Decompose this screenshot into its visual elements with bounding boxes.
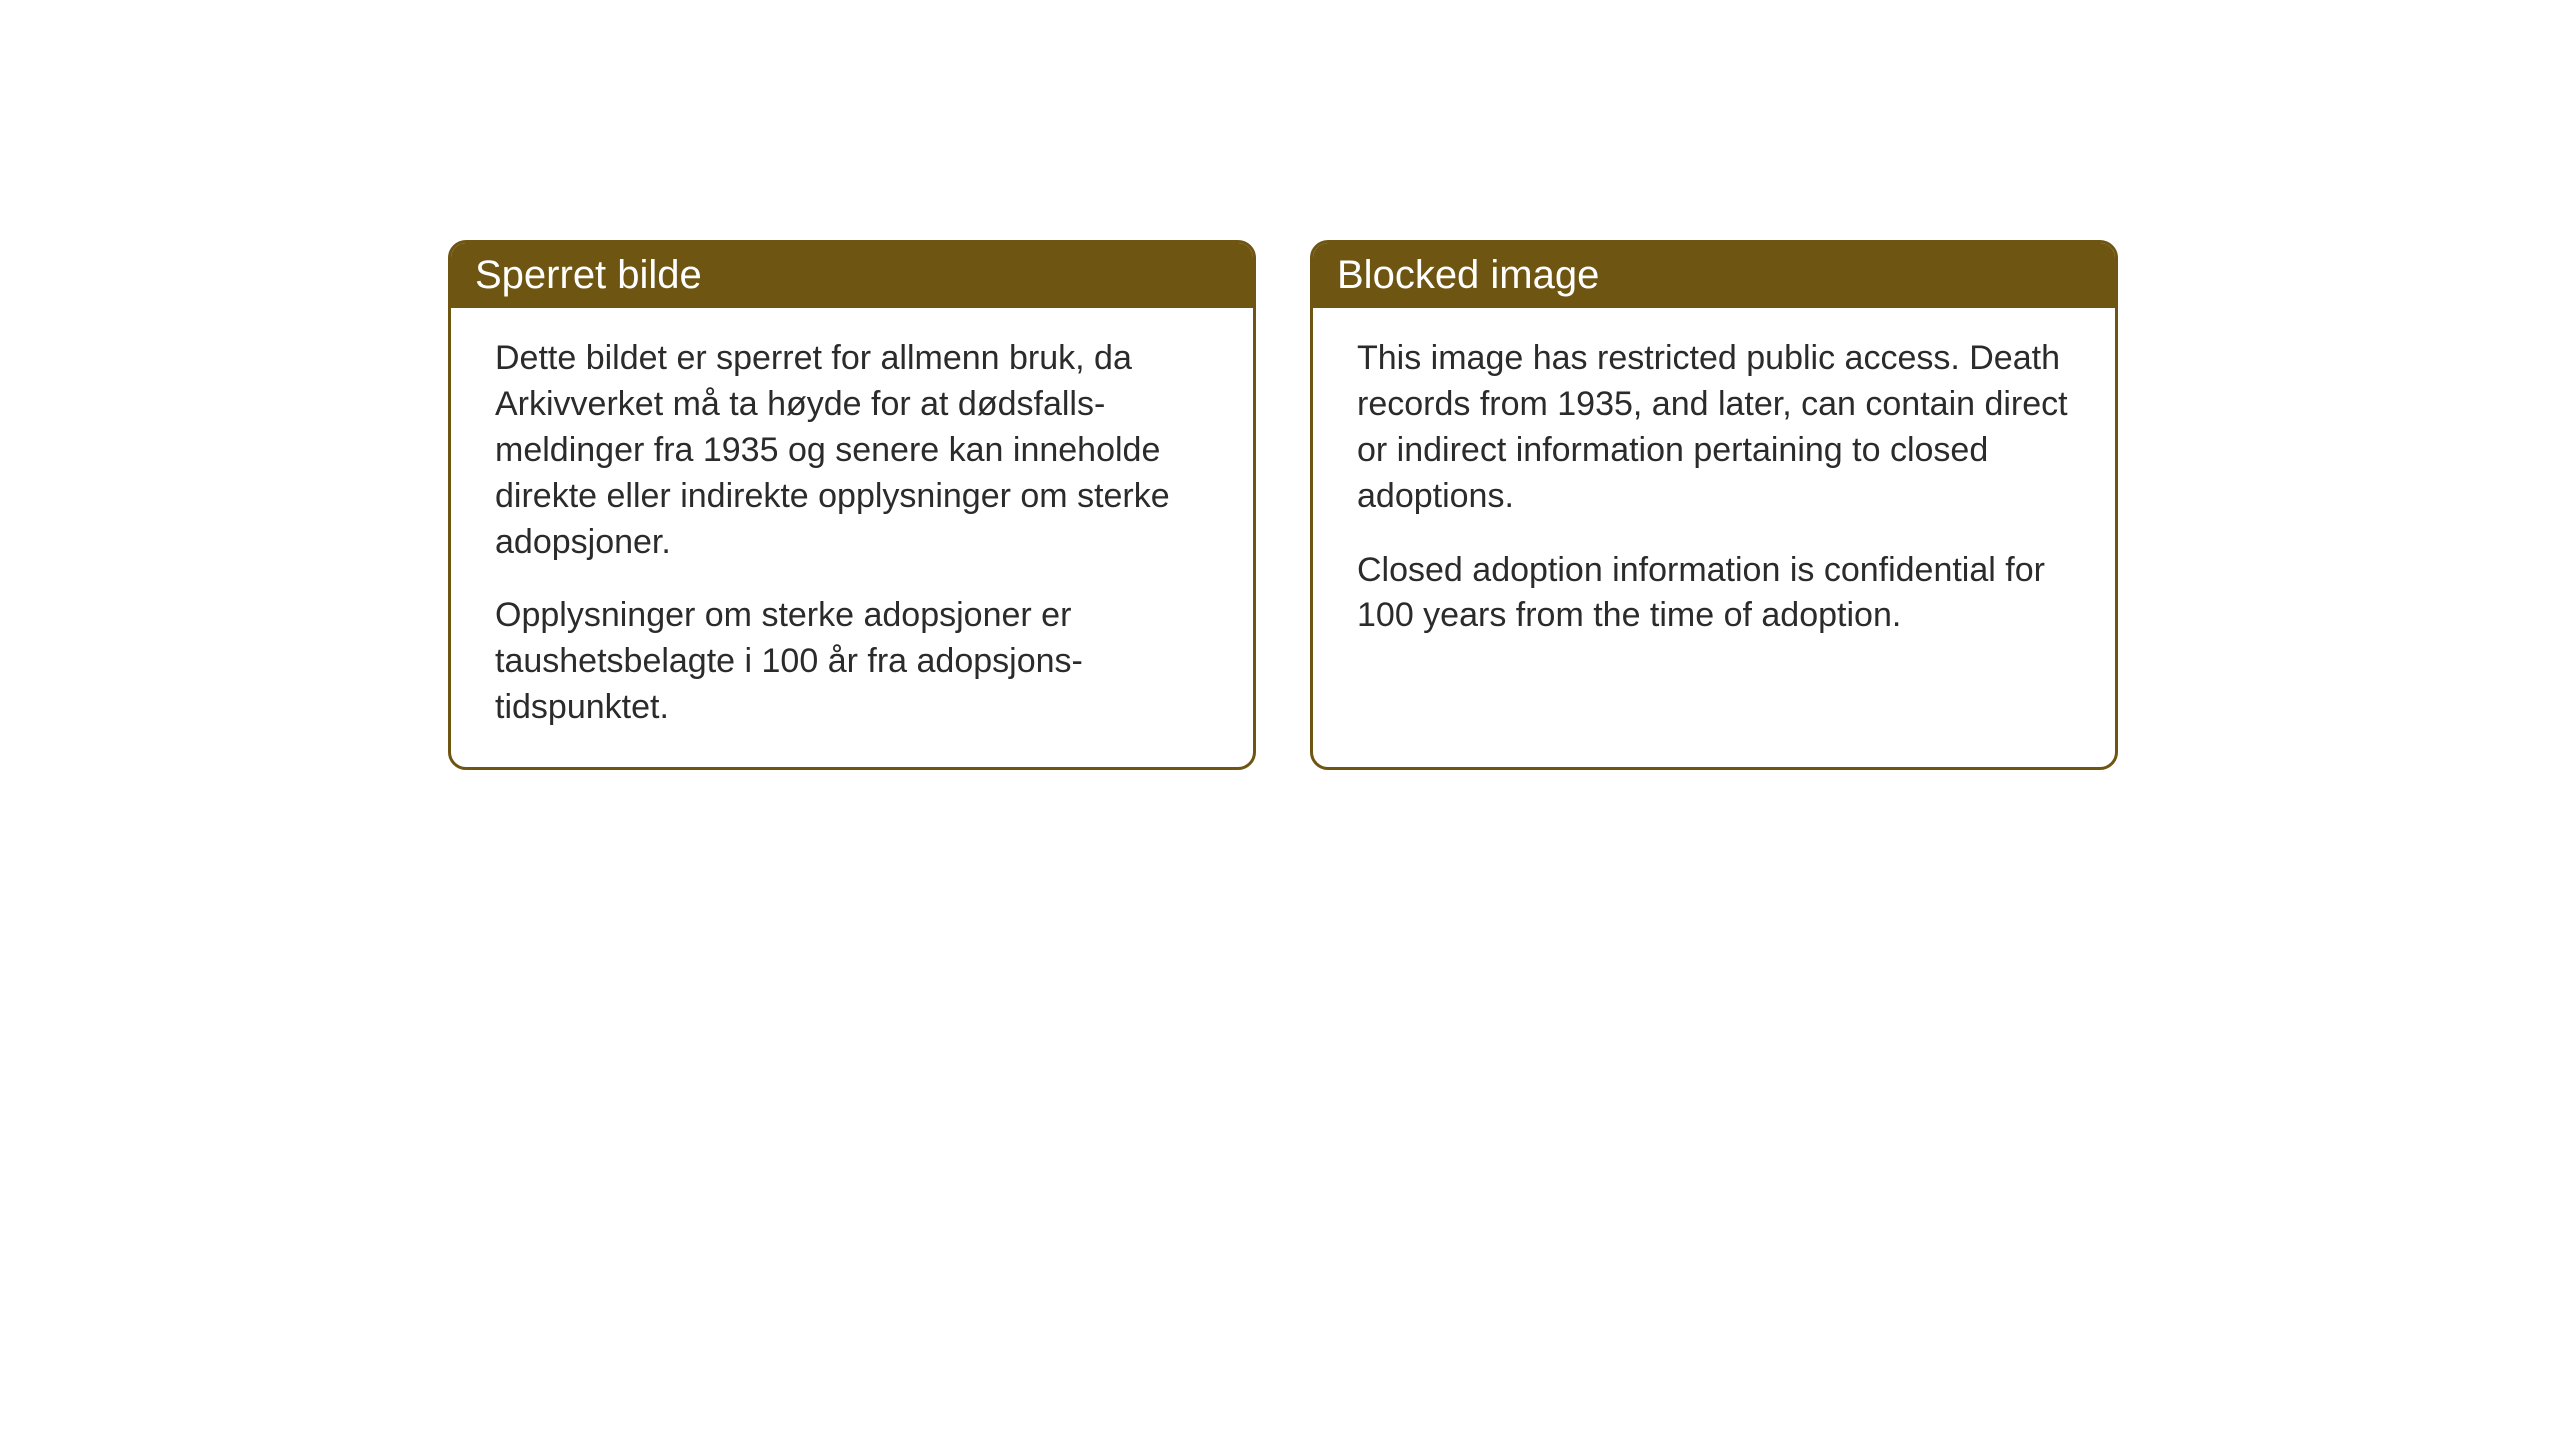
card-paragraph: Opplysninger om sterke adopsjoner er tau… <box>495 593 1209 731</box>
card-header-norwegian: Sperret bilde <box>451 243 1253 308</box>
card-paragraph: Dette bildet er sperret for allmenn bruk… <box>495 336 1209 565</box>
card-body-english: This image has restricted public access.… <box>1313 308 2115 728</box>
card-header-english: Blocked image <box>1313 243 2115 308</box>
card-paragraph: This image has restricted public access.… <box>1357 336 2071 520</box>
card-title: Sperret bilde <box>475 253 702 297</box>
card-body-norwegian: Dette bildet er sperret for allmenn bruk… <box>451 308 1253 767</box>
cards-container: Sperret bilde Dette bildet er sperret fo… <box>448 240 2118 770</box>
card-norwegian: Sperret bilde Dette bildet er sperret fo… <box>448 240 1256 770</box>
card-title: Blocked image <box>1337 253 1599 297</box>
card-english: Blocked image This image has restricted … <box>1310 240 2118 770</box>
card-paragraph: Closed adoption information is confident… <box>1357 548 2071 640</box>
